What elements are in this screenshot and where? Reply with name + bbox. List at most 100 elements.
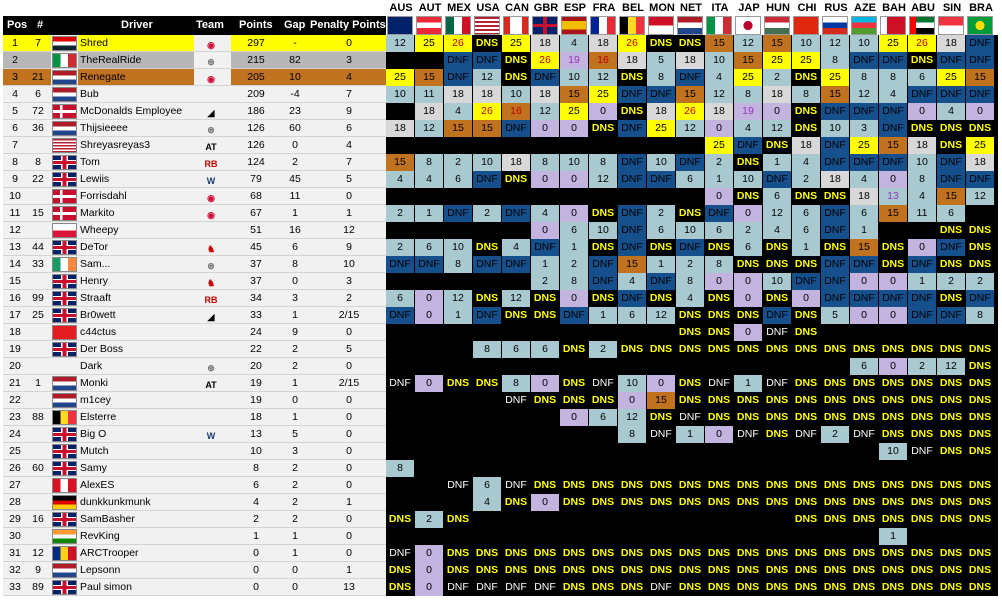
race-result-cell — [502, 137, 530, 154]
race-result-cell: DNS — [647, 477, 675, 494]
row-number: 8 — [35, 156, 41, 168]
race-result-cell: 4 — [531, 205, 559, 222]
race-result-cell: DNS — [647, 562, 675, 579]
race-result-cell: DNS — [966, 375, 994, 392]
row-gap: 1 — [292, 309, 298, 321]
race-result-cell: DNS — [850, 562, 878, 579]
race-result-cell: DNS — [589, 477, 617, 494]
race-result-cell: 4 — [705, 69, 733, 86]
race-header-chi: CHI — [797, 2, 817, 14]
row-penalty: 0 — [346, 445, 352, 457]
race-result-cell: 15 — [763, 35, 791, 52]
race-header-bah: BAH — [882, 2, 906, 14]
team-logo-icon: ◢ — [207, 108, 215, 118]
race-result-cell: DNS — [560, 545, 588, 562]
standings-row: 29 16 SamBasher 2 2 0 — [3, 511, 386, 528]
race-result-cell — [531, 426, 559, 443]
race-result-cell: DNF — [444, 205, 472, 222]
race-flag-can — [503, 16, 529, 35]
race-result-cell: DNF — [879, 52, 907, 69]
race-result-cell: 6 — [560, 222, 588, 239]
race-result-cell: DNS — [792, 307, 820, 324]
race-result-cell: DNS — [618, 562, 646, 579]
race-result-cell — [647, 358, 675, 375]
team-logo-icon — [195, 462, 227, 478]
race-result-cell: DNS — [763, 239, 791, 256]
race-result-cell: DNS — [734, 188, 762, 205]
row-penalty: 0 — [346, 37, 352, 49]
race-result-cell: DNS — [589, 545, 617, 562]
race-header: AUS AUT MEX USA CAN GBR ESP FRA BEL MON NET ITA JAP H… — [386, 0, 998, 16]
row-pos: 23 — [9, 411, 21, 423]
race-result-cell: 10 — [589, 222, 617, 239]
driver-flag — [52, 478, 77, 493]
race-result-cell: DNS — [705, 341, 733, 358]
race-result-cell — [444, 443, 472, 460]
race-result-cell: DNF — [444, 477, 472, 494]
row-driver: Wheepy — [80, 224, 119, 236]
race-result-cell: 6 — [792, 205, 820, 222]
race-result-cell: 12 — [386, 35, 414, 52]
row-driver: Der Boss — [80, 343, 124, 355]
team-logo-icon: AT — [205, 380, 217, 390]
race-result-cell: DNF — [386, 545, 414, 562]
race-result-cell: DNS — [676, 477, 704, 494]
row-gap: 1 — [292, 530, 298, 542]
race-result-cell: DNF — [502, 256, 530, 273]
race-result-cell — [444, 528, 472, 545]
race-result-cell — [415, 409, 443, 426]
race-result-cell — [473, 137, 501, 154]
race-result-cell: 18 — [763, 86, 791, 103]
race-result-cell — [386, 477, 414, 494]
race-result-cell — [676, 460, 704, 477]
race-result-cell — [502, 188, 530, 205]
race-result-cell — [386, 137, 414, 154]
race-result-cell: DNS — [966, 579, 994, 596]
race-flag-mon — [648, 16, 674, 35]
race-result-cell: 15 — [937, 188, 965, 205]
race-result-cell: DNS — [589, 562, 617, 579]
race-result-cell: 4 — [763, 222, 791, 239]
driver-flag — [52, 291, 77, 306]
row-points: 19 — [250, 377, 262, 389]
standings-row: 21 1 Monki 19 1 2/15 AT — [3, 375, 386, 392]
standings-row: 28 dunkkunkmunk 4 2 1 — [3, 494, 386, 511]
race-result-cell: DNF — [850, 52, 878, 69]
row-gap: -4 — [290, 88, 300, 100]
race-result-cell: DNS — [734, 579, 762, 596]
race-result-cell: DNF — [589, 273, 617, 290]
race-result-cell — [937, 324, 965, 341]
race-flag-bah — [880, 16, 906, 35]
driver-flag — [52, 70, 77, 85]
race-result-cell: DNS — [792, 409, 820, 426]
row-points: 6 — [253, 479, 259, 491]
team-logo-icon — [195, 530, 227, 546]
race-result-cell: 0 — [705, 273, 733, 290]
race-result-cell: DNS — [647, 545, 675, 562]
race-header-hun: HUN — [766, 2, 790, 14]
race-result-cell — [618, 460, 646, 477]
header-points: Points — [239, 19, 273, 31]
race-result-cell: DNS — [676, 307, 704, 324]
race-result-cell: DNS — [502, 307, 530, 324]
standings-row: 32 9 Lepsonn 0 0 1 — [3, 562, 386, 579]
race-result-cell: 25 — [386, 69, 414, 86]
race-result-cell — [473, 426, 501, 443]
row-penalty: 4 — [346, 139, 352, 151]
race-result-cell — [647, 443, 675, 460]
race-flag-hun — [764, 16, 790, 35]
race-result-cell — [937, 460, 965, 477]
race-result-cell: DNS — [734, 409, 762, 426]
race-result-cell: DNS — [792, 579, 820, 596]
row-points: 45 — [250, 241, 262, 253]
standings-row: 20 Dark 20 2 0 ⊛ — [3, 358, 386, 375]
race-result-cell — [647, 188, 675, 205]
race-result-cell: 1 — [647, 256, 675, 273]
race-result-cell: DNS — [908, 120, 936, 137]
race-result-cell: DNS — [763, 579, 791, 596]
race-result-cell: 6 — [647, 222, 675, 239]
row-points: 13 — [250, 428, 262, 440]
race-result-cell: DNS — [937, 341, 965, 358]
row-pos: 8 — [12, 156, 18, 168]
race-result-cell: 0 — [618, 392, 646, 409]
